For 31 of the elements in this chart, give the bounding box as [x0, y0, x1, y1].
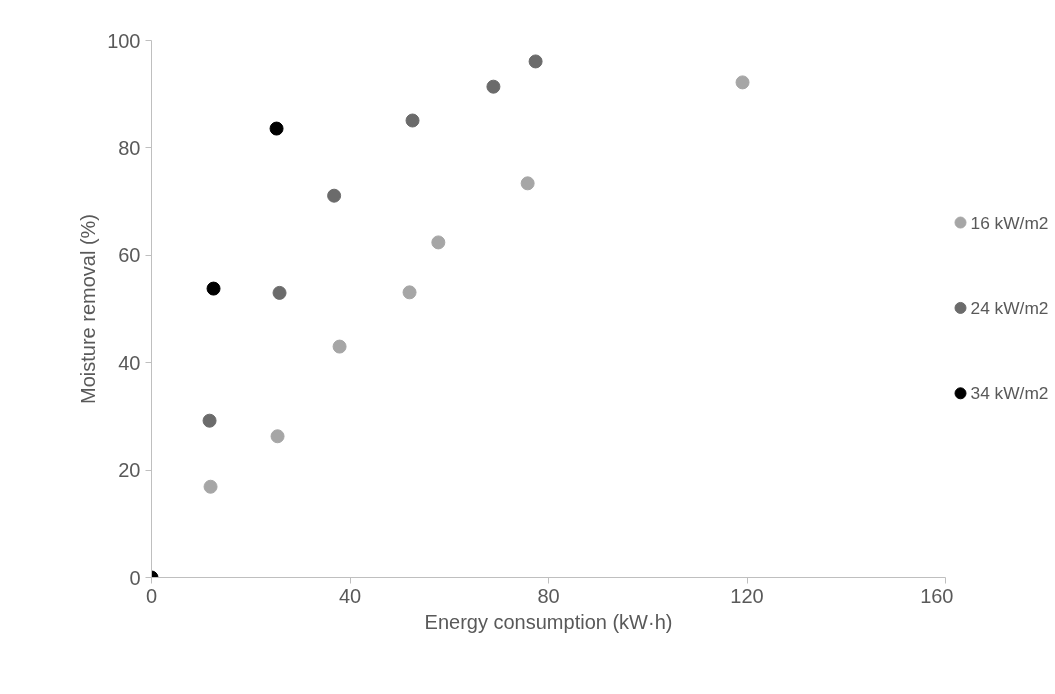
x-axis-title: Energy consumption (kW·h) — [424, 610, 673, 633]
point — [203, 479, 218, 494]
legend-label: 24 kW/m2 — [970, 297, 1049, 318]
point — [405, 113, 420, 128]
point — [431, 235, 446, 250]
point — [528, 54, 543, 69]
point — [270, 429, 285, 444]
y-tick-label: 60 — [118, 244, 141, 267]
y-tick-label: 0 — [129, 566, 141, 589]
point — [272, 285, 287, 300]
point — [332, 339, 347, 354]
point — [520, 176, 535, 191]
legend-label: 34 kW/m2 — [970, 383, 1049, 404]
y-tick-label: 80 — [118, 136, 141, 159]
point — [206, 281, 221, 296]
point — [202, 413, 217, 428]
y-axis-title: Moisture removal (%) — [77, 213, 100, 405]
legend-label: 16 kW/m2 — [970, 212, 1049, 233]
x-tick-label: 160 — [920, 584, 954, 607]
point — [486, 79, 501, 94]
point — [735, 75, 750, 90]
point — [327, 188, 342, 203]
point — [269, 121, 284, 136]
y-tick-label: 100 — [107, 29, 141, 52]
y-tick-label: 20 — [118, 459, 141, 482]
x-tick-label: 40 — [338, 584, 362, 607]
x-tick-label: 0 — [145, 584, 158, 607]
x-tick-label: 120 — [730, 584, 764, 607]
point — [402, 285, 417, 300]
x-tick-label: 80 — [537, 584, 560, 607]
y-tick-label: 40 — [118, 351, 141, 374]
